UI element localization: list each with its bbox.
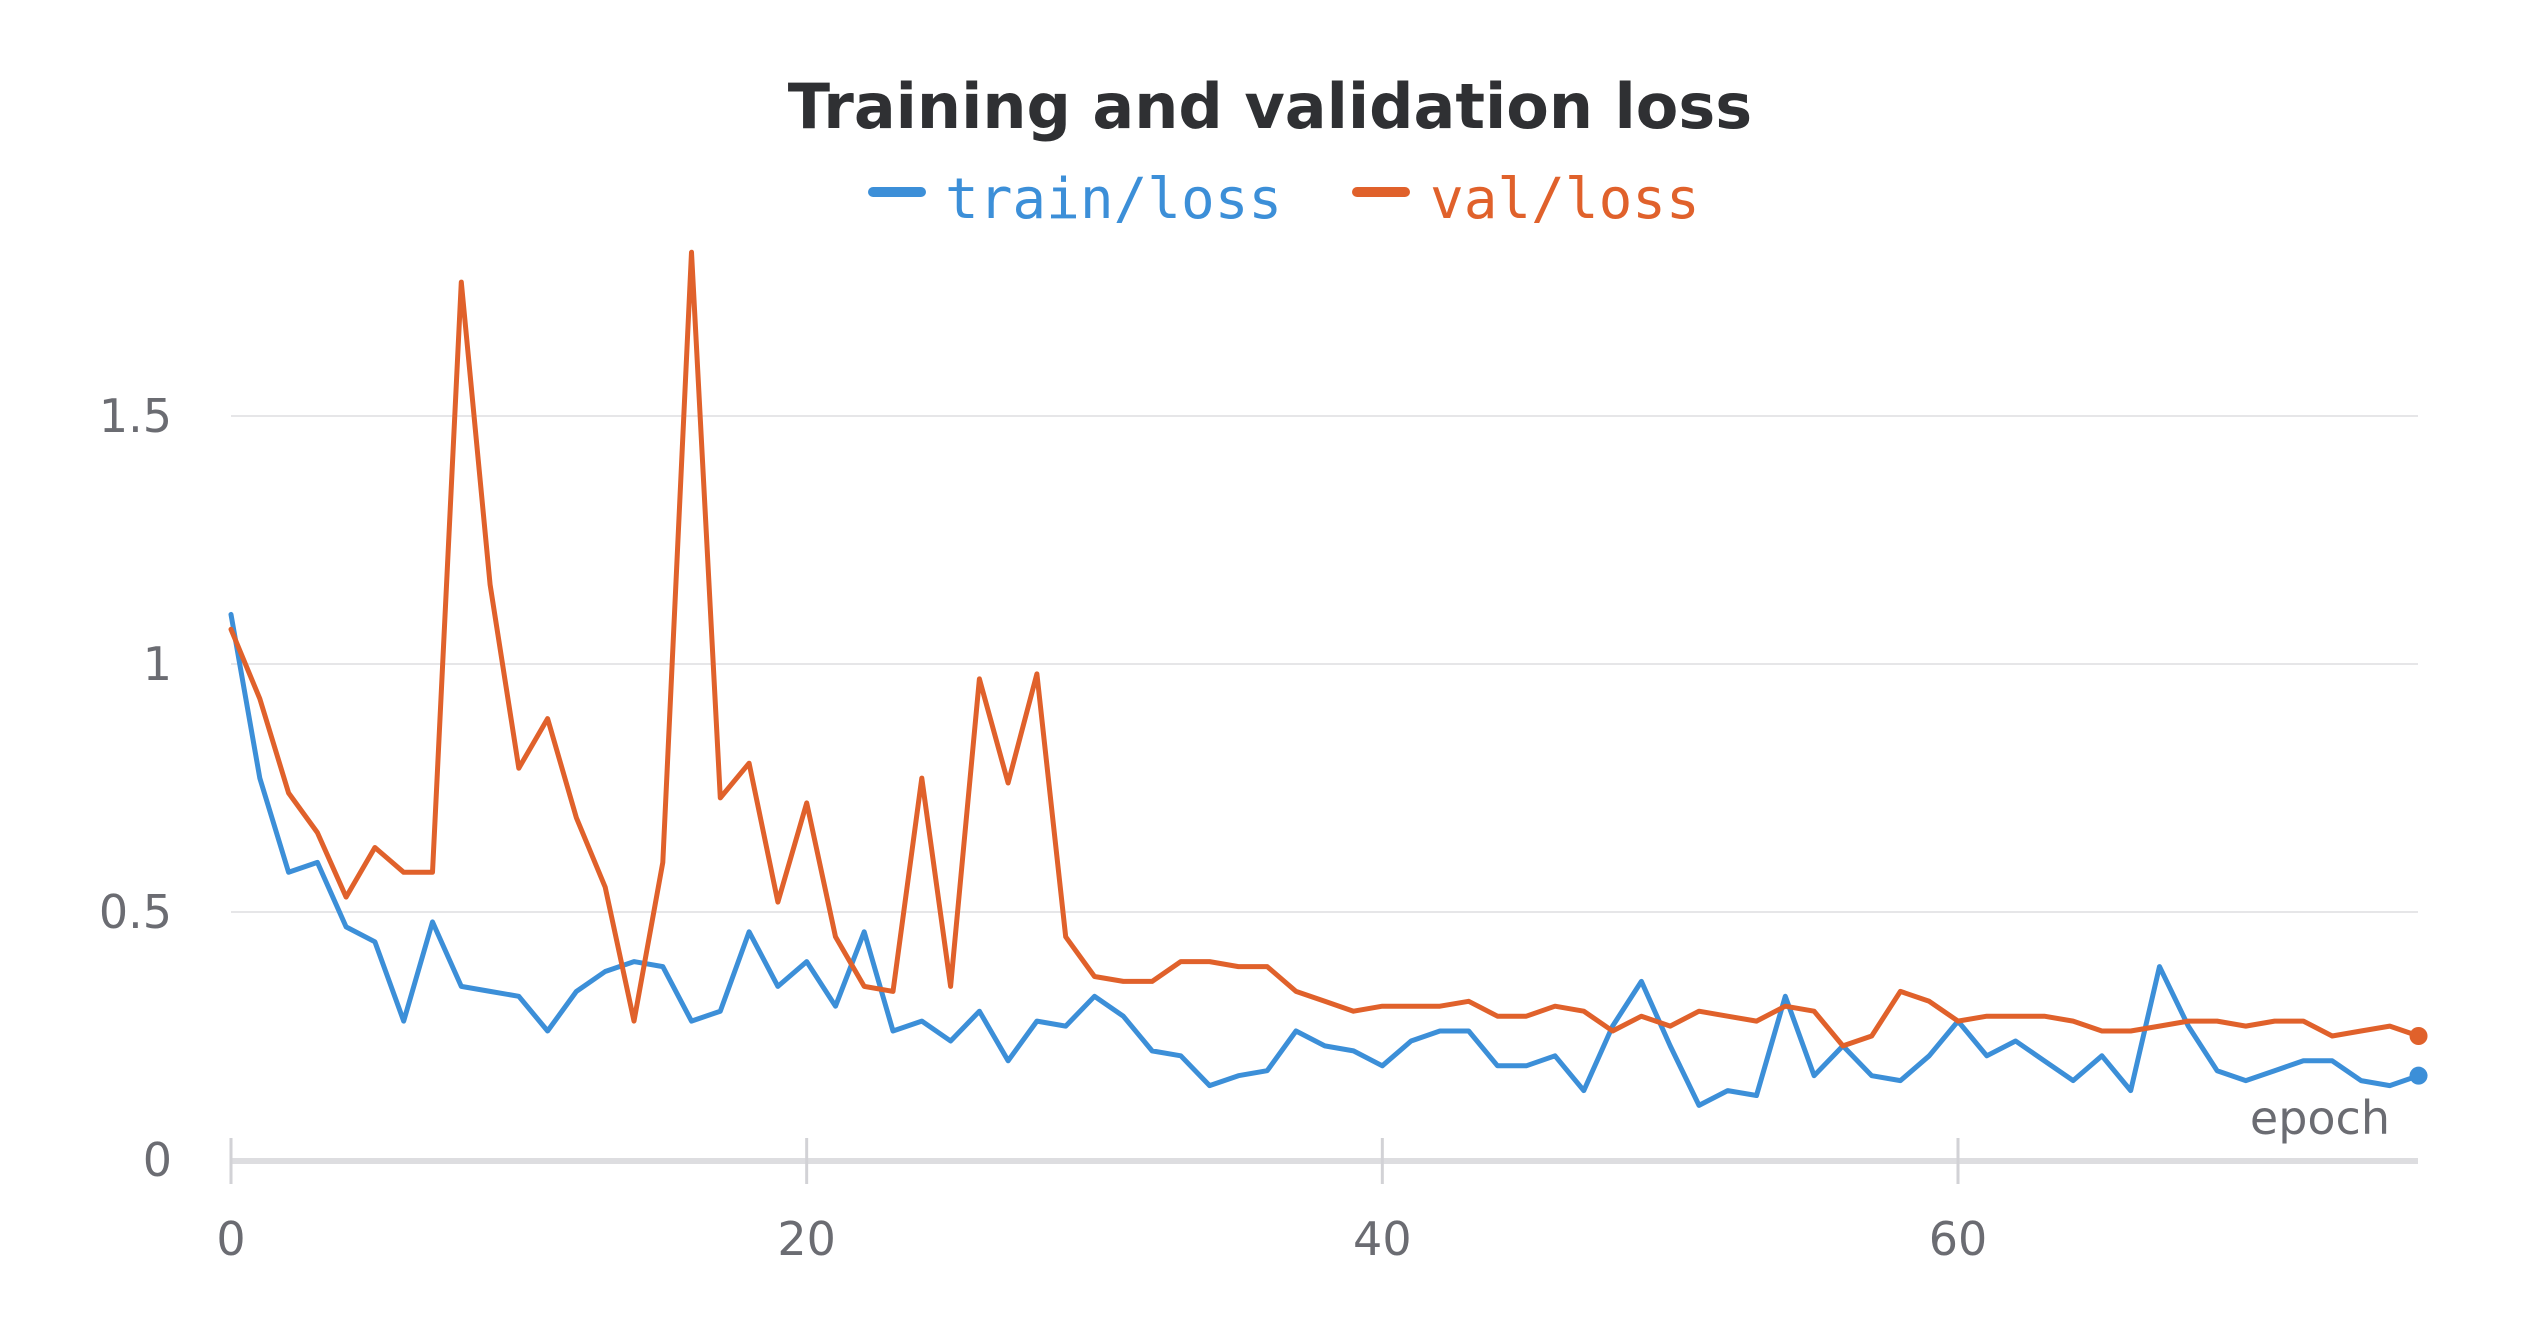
legend: train/loss val/loss <box>868 167 1700 232</box>
series-line-train-loss <box>228 611 2421 1108</box>
x-tick-label: 60 <box>1929 1212 1988 1266</box>
chart-title: Training and validation loss <box>788 70 1752 143</box>
legend-label-train-loss[interactable]: train/loss <box>945 167 1282 232</box>
x-axis: 0 20 40 60 <box>216 1138 2418 1266</box>
y-tick-label: 0 <box>143 1133 172 1187</box>
y-tick-label: 1 <box>143 637 172 691</box>
x-axis-label: epoch <box>2250 1091 2390 1145</box>
series <box>228 249 2428 1108</box>
y-tick-label: 1.5 <box>99 389 172 443</box>
series-end-point-val-loss <box>2409 1027 2428 1045</box>
series-line-val-loss <box>228 249 2421 1049</box>
legend-swatch-train-loss <box>868 187 926 197</box>
legend-label-val-loss[interactable]: val/loss <box>1430 167 1700 232</box>
grid <box>231 415 2418 913</box>
y-tick-label: 0.5 <box>99 885 172 939</box>
x-tick-label: 20 <box>777 1212 836 1266</box>
x-tick-label: 0 <box>216 1212 245 1266</box>
legend-swatch-val-loss <box>1352 187 1410 197</box>
series-end-point-train-loss <box>2409 1066 2428 1085</box>
x-tick-label: 40 <box>1353 1212 1412 1266</box>
y-axis-ticks: 0 0.5 1 1.5 <box>99 389 172 1187</box>
